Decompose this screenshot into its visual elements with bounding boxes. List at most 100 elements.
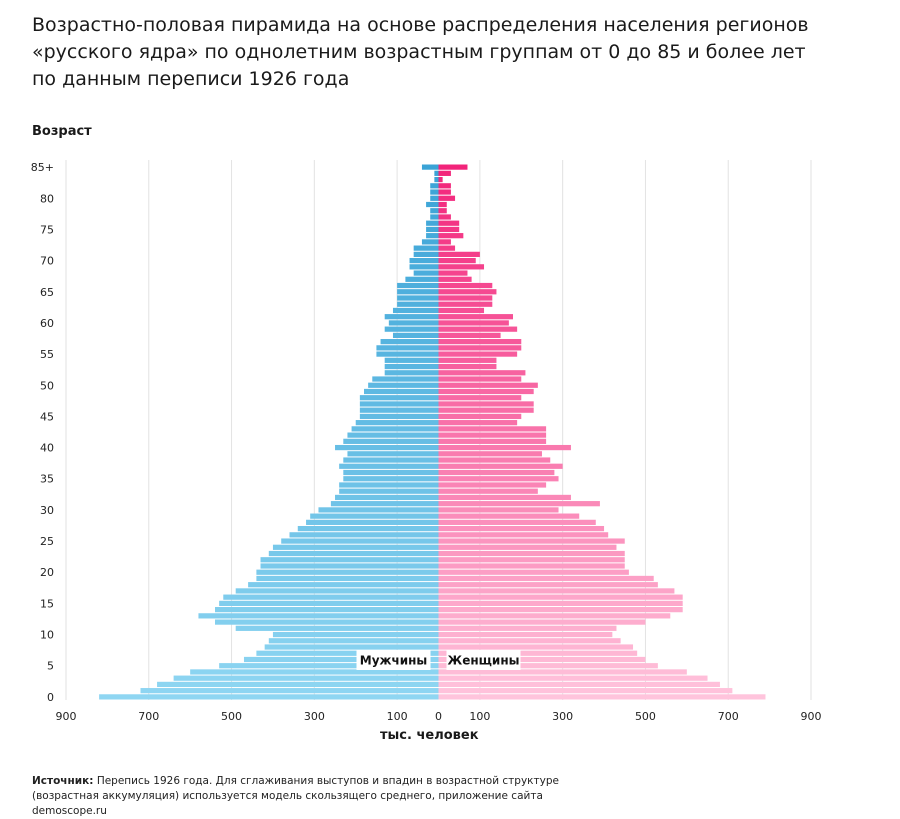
bar-female-age-26 (438, 532, 609, 538)
bar-male-age-70 (409, 257, 439, 264)
bar-male-age-83 (434, 176, 439, 183)
bar-female-age-19 (438, 575, 654, 582)
bar-male-age-12 (215, 619, 439, 625)
bar-female-age-45 (438, 413, 522, 420)
bar-male-age-53 (384, 363, 439, 370)
bar-male-age-52 (384, 370, 439, 376)
bar-male-age-6 (243, 656, 439, 663)
bar-male-age-15 (219, 600, 439, 607)
bar-male-age-54 (384, 357, 439, 363)
bars (99, 164, 766, 700)
bar-female-age-13 (438, 613, 671, 619)
title-line-2: «русского ядра» по однолетним возрастным… (32, 41, 806, 63)
bar-female-age-71 (438, 251, 480, 257)
x-tick-label: 300 (552, 710, 573, 723)
bar-female-age-16 (438, 594, 683, 600)
bar-male-age-74 (426, 233, 439, 239)
bar-male-age-56 (376, 345, 439, 351)
bar-male-age-65 (397, 289, 439, 295)
bar-male-age-60 (388, 320, 439, 326)
bar-female-age-47 (438, 401, 534, 407)
y-tick-label: 55 (40, 348, 54, 361)
bar-female-age-48 (438, 395, 522, 401)
bar-female-age-27 (438, 525, 605, 532)
y-tick-label: 25 (40, 535, 54, 548)
bar-male-age-17 (235, 588, 439, 594)
y-tick-label: 70 (40, 255, 54, 268)
bar-male-age-28 (306, 519, 439, 525)
bar-female-age-42 (438, 432, 547, 438)
bar-male-age-21 (260, 563, 439, 569)
bar-male-age-46 (359, 407, 439, 413)
bar-female-age-9 (438, 638, 621, 644)
bar-female-age-2 (438, 681, 720, 688)
bar-female-age-1 (438, 688, 733, 694)
bar-male-age-8 (264, 644, 439, 650)
bar-female-age-73 (438, 239, 451, 245)
y-axis-label: Возраст (32, 124, 92, 139)
bar-male-age-49 (364, 388, 439, 395)
bar-female-age-79 (438, 201, 447, 208)
bar-male-age-43 (351, 426, 439, 432)
bar-male-age-58 (392, 332, 439, 339)
bar-female-age-68 (438, 270, 468, 276)
label-female-box (446, 650, 521, 670)
bar-male-age-24 (272, 544, 439, 550)
bar-male-age-48 (359, 395, 439, 401)
x-tick-label: 500 (635, 710, 656, 723)
bar-female-age-57 (438, 339, 522, 345)
bar-female-age-20 (438, 569, 629, 575)
y-tick-label: 75 (40, 223, 54, 236)
bar-male-age-18 (248, 582, 439, 588)
x-tick-labels: 900 700 500 300 100 0 100 300 500 700 900 (56, 710, 822, 723)
bar-female-age-31 (438, 501, 600, 507)
source-note: Источник: Перепись 1926 года. Для сглажи… (32, 774, 592, 819)
bar-female-age-22 (438, 557, 625, 563)
bar-female-age-65 (438, 289, 497, 295)
bar-female-age-40 (438, 444, 571, 451)
bar-female-age-64 (438, 295, 493, 301)
y-tick-label: 35 (40, 473, 54, 486)
bar-male-age-37 (339, 463, 439, 469)
y-tick-label: 30 (40, 504, 54, 517)
bar-male-age-19 (256, 575, 439, 582)
bar-male-age-3 (173, 675, 439, 681)
bar-female-age-30 (438, 507, 559, 513)
bar-male-age-29 (310, 513, 439, 519)
y-tick-label: 20 (40, 566, 54, 579)
bar-female-age-54 (438, 357, 497, 363)
bar-female-age-80 (438, 195, 456, 201)
y-tick-label: 60 (40, 317, 54, 330)
bar-female-age-81 (438, 189, 451, 195)
bar-female-age-6 (438, 656, 646, 663)
bar-female-age-37 (438, 463, 563, 469)
bar-male-age-73 (421, 239, 439, 245)
bar-female-age-43 (438, 426, 547, 432)
bar-female-age-12 (438, 619, 646, 625)
bar-female-age-63 (438, 301, 493, 307)
bar-female-age-84 (438, 170, 451, 176)
bar-female-age-0 (438, 694, 766, 700)
bar-female-age-58 (438, 332, 501, 339)
y-tick-label: 50 (40, 379, 54, 392)
title-line-3: по данным переписи 1926 года (32, 68, 350, 90)
bar-male-age-30 (318, 507, 439, 513)
x-tick-label: 700 (718, 710, 739, 723)
bar-male-age-14 (215, 607, 439, 613)
bar-male-age-69 (409, 264, 439, 270)
bar-male-age-5 (219, 663, 439, 669)
bar-female-age-56 (438, 345, 522, 351)
bar-male-age-75 (426, 226, 439, 233)
bar-female-age-35 (438, 476, 559, 482)
title-line-1: Возрастно-половая пирамида на основе рас… (32, 14, 809, 36)
bar-female-age-69 (438, 264, 485, 270)
bar-male-age-13 (198, 613, 439, 619)
bar-female-age-67 (438, 276, 472, 282)
label-male-box (356, 650, 431, 670)
bar-male-age-11 (235, 625, 439, 631)
x-tick-label: 0 (435, 710, 442, 723)
x-tick-label: 700 (138, 710, 159, 723)
y-tick-label: 5 (47, 660, 54, 673)
bar-male-age-45 (359, 413, 439, 420)
